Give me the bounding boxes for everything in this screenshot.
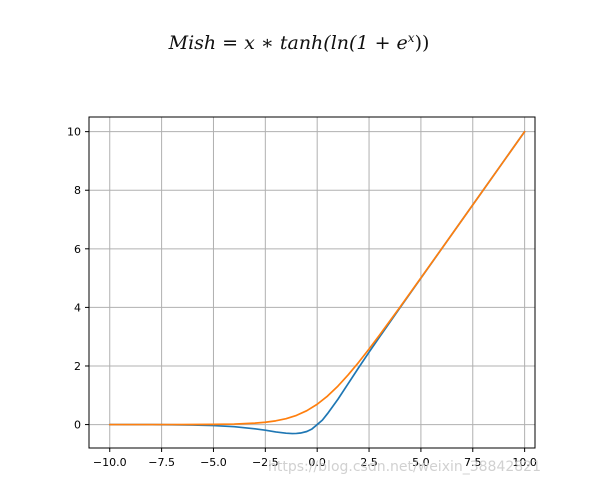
grid-layer [89, 117, 535, 448]
x-tick-label: 0.0 [308, 456, 326, 469]
series-line-softplus [108, 130, 526, 426]
x-tick-label: −7.5 [148, 456, 175, 469]
title-close: )) [415, 32, 430, 54]
plot-area-frame [88, 116, 536, 449]
tick-label-layer: −10.0 −7.5 −5.0 −2.5 0.0 2.5 5.0 7.5 10.0 0 2 4 6 8 10 [67, 126, 537, 469]
y-tick-label: 10 [67, 126, 81, 139]
series-layer [108, 130, 526, 435]
title-op: ∗ [255, 32, 280, 54]
title-eq: = [216, 32, 244, 54]
x-tick-label: 10.0 [512, 456, 537, 469]
title-sup: x [408, 31, 415, 45]
ticks-layer [85, 131, 526, 452]
y-tick-label: 6 [74, 243, 81, 256]
x-tick-label: 7.5 [464, 456, 482, 469]
x-tick-label: −10.0 [93, 456, 127, 469]
y-tick-label: 0 [74, 419, 81, 432]
title-x: x [244, 32, 255, 54]
y-tick-label: 4 [74, 301, 81, 314]
watermark-text: https://blog.csdn.net/weixin_38842821 [268, 459, 541, 475]
y-tick-label: 2 [74, 360, 81, 373]
x-tick-label: 2.5 [360, 456, 378, 469]
x-tick-label: −5.0 [200, 456, 227, 469]
title-fn: tanh(ln(1 + e [280, 32, 408, 54]
chart-title: Mish = x ∗ tanh(ln(1 + ex)) [168, 31, 430, 54]
title-lhs: Mish [168, 32, 217, 54]
x-tick-label: 5.0 [412, 456, 430, 469]
x-tick-label: −2.5 [252, 456, 279, 469]
y-tick-label: 8 [74, 184, 81, 197]
